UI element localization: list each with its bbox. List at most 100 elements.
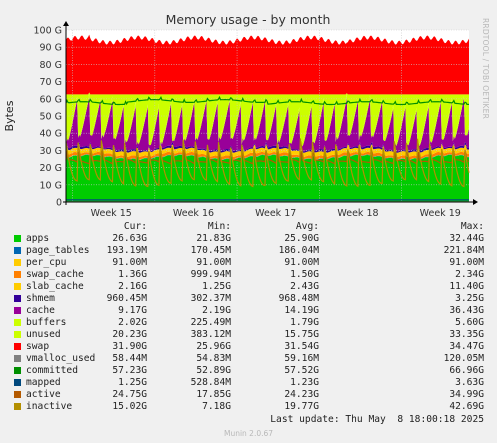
legend-swatch: [14, 247, 21, 254]
area-shmem: [66, 141, 469, 153]
legend-avg-value: 1.23G: [290, 377, 319, 388]
legend-max-value: 3.25G: [455, 293, 484, 304]
x-tick-label: Week 18: [337, 208, 378, 219]
legend-swatch: [14, 271, 21, 278]
legend-min-value: 17.85G: [196, 389, 231, 400]
area-layers: [66, 34, 469, 202]
legend-header: Cur: Min: Avg: Max:: [0, 221, 497, 233]
y-tick-label: 10 G: [40, 180, 62, 191]
area-swap-cache: [66, 148, 469, 160]
legend-series-name: vmalloc_used: [26, 353, 96, 364]
legend-cur-value: 26.63G: [112, 233, 147, 244]
header-cur: Cur:: [123, 221, 147, 232]
legend-swatch: [14, 403, 21, 410]
legend-row-active: active 24.75G 17.85G 24.23G 34.99G: [0, 389, 497, 401]
legend-min-value: 21.83G: [196, 233, 231, 244]
legend-min-value: 225.49M: [190, 317, 231, 328]
legend-cur-value: 31.90G: [112, 341, 147, 352]
legend-min-value: 383.12M: [190, 329, 231, 340]
legend-min-value: 999.94M: [190, 269, 231, 280]
legend-cur-value: 15.02G: [112, 401, 147, 412]
legend-min-value: 170.45M: [190, 245, 231, 256]
y-tick-label: 100 G: [33, 26, 62, 37]
legend-series-name: swap_cache: [26, 269, 84, 280]
legend-cur-value: 1.36G: [118, 269, 147, 280]
legend-max-value: 34.47G: [449, 341, 484, 352]
legend-min-value: 54.83M: [196, 353, 231, 364]
legend-row-slab-cache: slab_cache 2.16G 1.25G 2.43G 11.40G: [0, 281, 497, 293]
legend-avg-value: 14.19G: [284, 305, 319, 316]
line-inactive: [65, 138, 470, 188]
y-tick-label: 80 G: [40, 60, 62, 71]
area-slab-cache: [66, 143, 469, 157]
legend-avg-value: 15.75G: [284, 329, 319, 340]
legend-min-value: 528.84M: [190, 377, 231, 388]
legend-swatch: [14, 259, 21, 266]
legend-series-name: mapped: [26, 377, 61, 388]
legend-min-value: 2.19G: [202, 305, 231, 316]
legend-swatch: [14, 235, 21, 242]
legend-row-vmalloc-used: vmalloc_used 58.44M 54.83M 59.16M 120.05M: [0, 353, 497, 365]
legend-max-value: 34.99G: [449, 389, 484, 400]
legend-cur-value: 57.23G: [112, 365, 147, 376]
header-min: Min:: [207, 221, 231, 232]
legend-series-name: apps: [26, 233, 50, 244]
legend-row-apps: apps 26.63G 21.83G 25.90G 32.44G: [0, 233, 497, 245]
legend-series-name: page_tables: [26, 245, 90, 256]
legend-series-name: unused: [26, 329, 61, 340]
legend-swatch: [14, 355, 21, 362]
legend-series-name: buffers: [26, 317, 67, 328]
y-tick-label: 90 G: [40, 43, 62, 54]
munin-version: Munin 2.0.67: [223, 429, 274, 438]
legend-avg-value: 968.48M: [278, 293, 319, 304]
legend-row-committed: committed 57.23G 52.89G 57.52G 66.96G: [0, 365, 497, 377]
legend-row-unused: unused 20.23G 383.12M 15.75G 33.35G: [0, 329, 497, 341]
legend-cur-value: 193.19M: [106, 245, 147, 256]
legend-row-inactive: inactive 15.02G 7.18G 19.77G 42.69G: [0, 401, 497, 413]
legend-cur-value: 58.44M: [112, 353, 147, 364]
legend-avg-value: 31.54G: [284, 341, 319, 352]
legend-max-value: 42.69G: [449, 401, 484, 412]
legend-swatch: [14, 295, 21, 302]
legend-row-swap: swap 31.90G 25.96G 31.54G 34.47G: [0, 341, 497, 353]
legend-min-value: 91.00M: [196, 257, 231, 268]
y-tick-label: 50 G: [40, 112, 62, 123]
legend-row-cache: cache 9.17G 2.19G 14.19G 36.43G: [0, 305, 497, 317]
axes: [63, 21, 478, 205]
y-axis-arrow: [63, 21, 69, 26]
legend-avg-value: 24.23G: [284, 389, 319, 400]
legend-max-value: 5.60G: [455, 317, 484, 328]
legend-avg-value: 186.04M: [278, 245, 319, 256]
y-tick-label: 40 G: [40, 129, 62, 140]
y-tick-label: 70 G: [40, 77, 62, 88]
legend-series-name: inactive: [26, 401, 73, 412]
legend-row-per-cpu: per_cpu 91.00M 91.00M 91.00M 91.00M: [0, 257, 497, 269]
legend-max-value: 120.05M: [443, 353, 484, 364]
legend-cur-value: 1.25G: [118, 377, 147, 388]
legend-max-value: 33.35G: [449, 329, 484, 340]
grid-lines: [66, 29, 469, 202]
legend-cur-value: 24.75G: [112, 389, 147, 400]
y-tick-label: 20 G: [40, 163, 62, 174]
legend-min-value: 52.89G: [196, 365, 231, 376]
legend-max-value: 11.40G: [449, 281, 484, 292]
legend-series-name: cache: [26, 305, 55, 316]
legend-swatch: [14, 283, 21, 290]
legend-cur-value: 9.17G: [118, 305, 147, 316]
x-axis-arrow: [473, 199, 478, 205]
x-tick-label: Week 16: [173, 208, 214, 219]
legend-swatch: [14, 331, 21, 338]
line-committed: [65, 95, 470, 106]
legend-cur-value: 2.02G: [118, 317, 147, 328]
legend-max-value: 2.34G: [455, 269, 484, 280]
legend-swatch: [14, 319, 21, 326]
legend-row-shmem: shmem 960.45M 302.37M 968.48M 3.25G: [0, 293, 497, 305]
legend-swatch: [14, 379, 21, 386]
legend-cur-value: 960.45M: [106, 293, 147, 304]
x-tick-label: Week 15: [91, 208, 132, 219]
legend-min-value: 25.96G: [196, 341, 231, 352]
legend-max-value: 32.44G: [449, 233, 484, 244]
legend-series-name: swap: [26, 341, 50, 352]
legend-row-page-tables: page_tables 193.19M 170.45M 186.04M 221.84M: [0, 245, 497, 257]
